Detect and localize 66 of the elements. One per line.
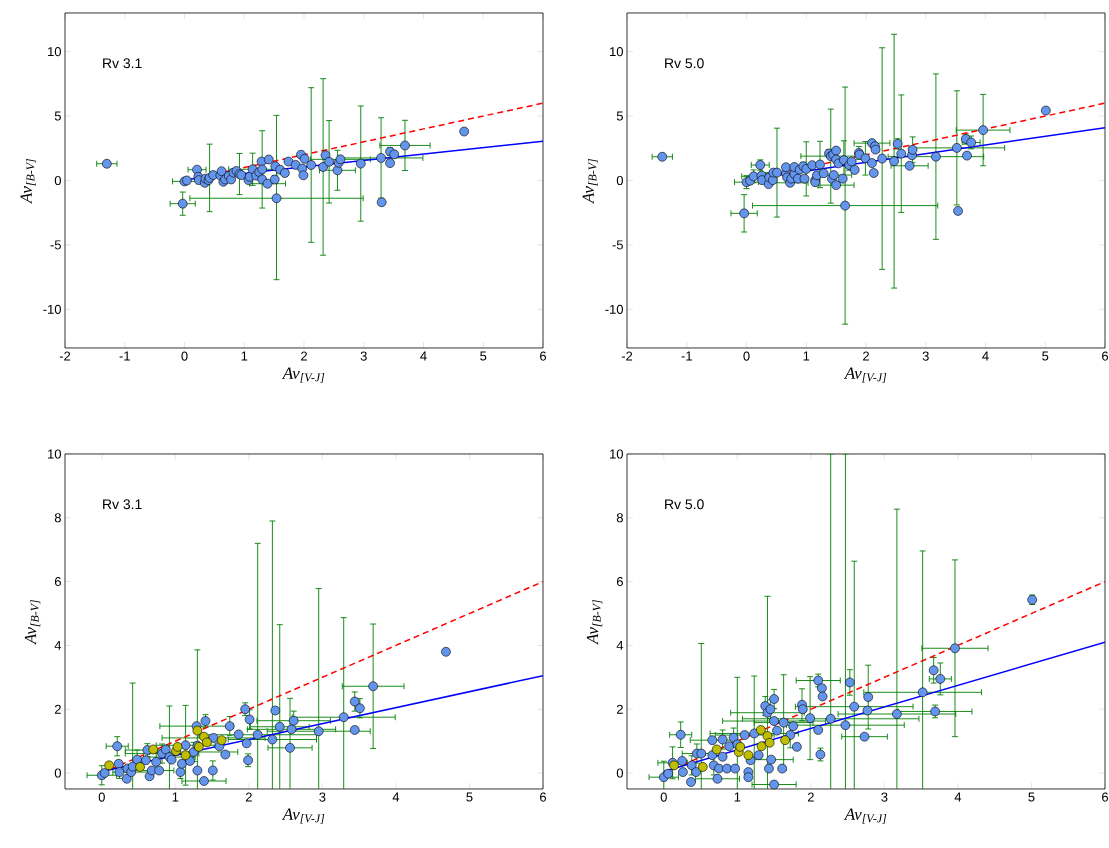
x-tick-label: 3 <box>360 351 367 361</box>
annotation: Rv 5.0 <box>665 499 704 510</box>
x-tick-label: 0 <box>660 792 667 802</box>
y-axis-title: Av$_{[B-V]}$ <box>20 158 36 204</box>
x-axis-title: Av$_{[V-J]}$ <box>281 367 325 383</box>
x-tick-label: 1 <box>172 792 179 802</box>
x-tick-label: 0 <box>743 351 750 361</box>
y-tick-label: 8 <box>616 513 623 523</box>
y-tick-label: -5 <box>612 240 623 250</box>
x-axis-title: Av$_{[V-J]}$ <box>281 808 325 824</box>
x-tick-label: 6 <box>540 792 547 802</box>
y-tick-label: 8 <box>54 513 61 523</box>
y-tick-label: 10 <box>610 47 623 57</box>
x-tick-label: 2 <box>301 351 307 361</box>
annotation: Rv 5.0 <box>665 58 704 69</box>
x-tick-label: 2 <box>245 792 252 802</box>
x-tick-label: 0 <box>98 792 105 802</box>
y-tick-label: 2 <box>616 704 623 714</box>
y-tick-label: 10 <box>48 47 61 57</box>
x-tick-label: 2 <box>807 792 814 802</box>
x-axis-title: Av$_{[V-J]}$ <box>843 808 887 824</box>
x-tick-label: -2 <box>621 351 633 361</box>
x-axis-title: Av$_{[V-J]}$ <box>843 367 887 383</box>
x-tick-label: -1 <box>119 351 130 361</box>
y-tick-label: -10 <box>43 304 61 314</box>
x-tick-label: 0 <box>181 351 188 361</box>
y-tick-label: 0 <box>54 175 61 186</box>
y-tick-label: 6 <box>54 577 61 587</box>
y-axis-title: Av$_{[B-V]}$ <box>582 158 598 204</box>
y-tick-label: 6 <box>616 577 623 587</box>
y-tick-label: 5 <box>54 111 61 121</box>
x-tick-label: 4 <box>982 351 989 361</box>
y-tick-label: -5 <box>50 240 61 250</box>
y-tick-label: 2 <box>54 704 61 714</box>
x-tick-label: 3 <box>319 792 326 802</box>
x-tick-label: 4 <box>954 792 962 802</box>
y-tick-label: 0 <box>54 768 61 778</box>
y-axis-title: Av$_{[B-V]}$ <box>24 599 41 645</box>
x-tick-label: 1 <box>241 351 248 361</box>
x-tick-label: 3 <box>881 792 888 802</box>
y-tick-label: 0 <box>616 768 623 778</box>
annotation: Rv 3.1 <box>103 499 142 510</box>
x-tick-label: 5 <box>1028 792 1035 802</box>
annotation: Rv 3.1 <box>103 58 142 69</box>
x-tick-label: 4 <box>420 351 427 361</box>
y-tick-label: 4 <box>54 640 62 650</box>
x-tick-label: 6 <box>1102 792 1109 802</box>
x-tick-label: 5 <box>480 351 487 361</box>
x-tick-label: 6 <box>540 351 547 361</box>
x-tick-label: 1 <box>734 792 741 802</box>
x-tick-label: 5 <box>1042 351 1049 361</box>
x-tick-label: -1 <box>681 351 692 361</box>
y-axis-title: Av$_{[B-V]}$ <box>586 599 603 645</box>
y-tick-label: 10 <box>610 449 623 459</box>
y-tick-label: 10 <box>48 449 61 459</box>
x-tick-label: 5 <box>466 792 473 802</box>
x-tick-label: 4 <box>392 792 400 802</box>
x-tick-label: 2 <box>863 351 869 361</box>
x-tick-label: 6 <box>1102 351 1109 361</box>
x-tick-label: 1 <box>803 351 810 361</box>
x-tick-label: -2 <box>59 351 71 361</box>
y-tick-label: -10 <box>605 304 623 314</box>
y-tick-label: 4 <box>616 640 624 650</box>
x-tick-label: 3 <box>922 351 929 361</box>
y-tick-label: 0 <box>616 175 623 186</box>
y-tick-label: 5 <box>616 111 623 121</box>
